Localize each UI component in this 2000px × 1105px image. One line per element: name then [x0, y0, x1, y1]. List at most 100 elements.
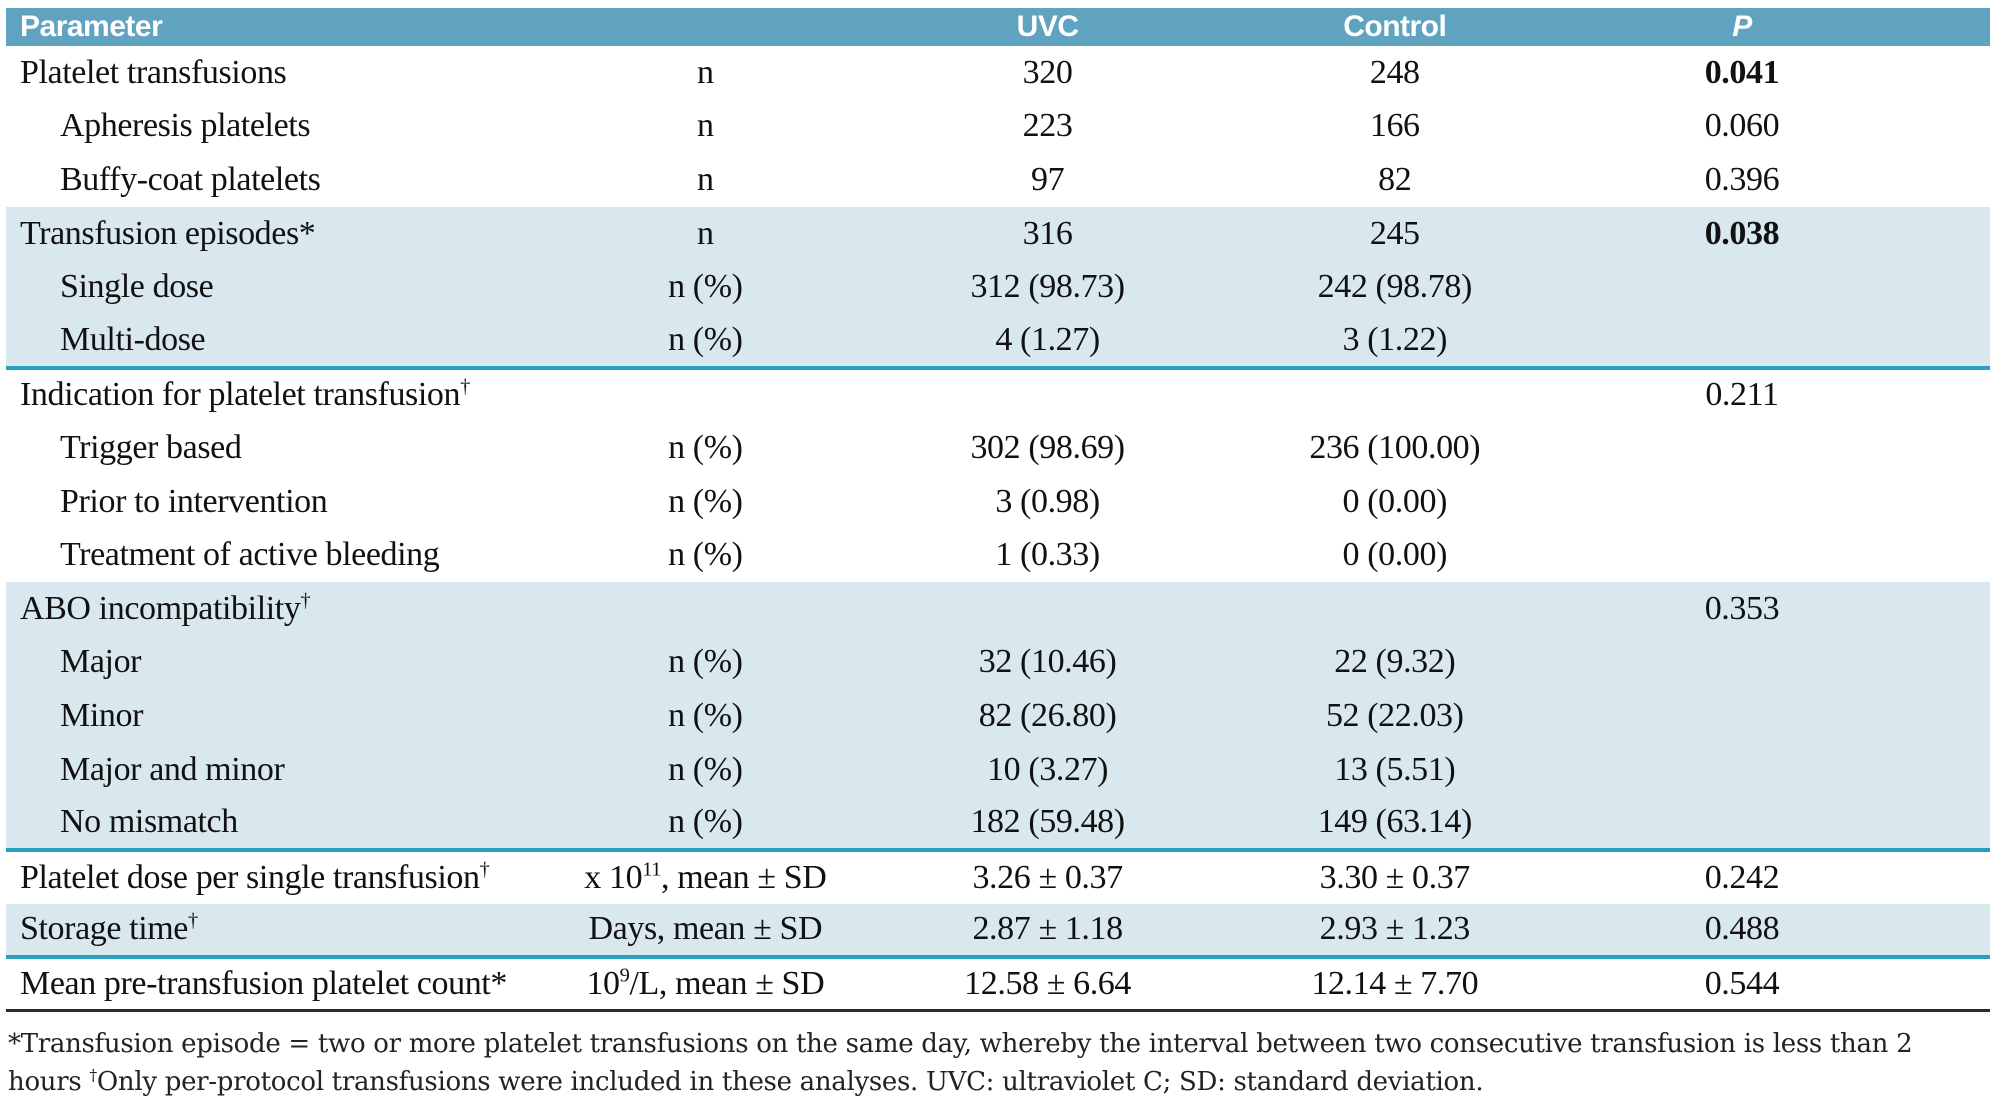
table-row: Minor n (%) 82 (26.80) 52 (22.03): [6, 689, 1990, 743]
parameter-cell: Buffy-coat platelets: [6, 153, 542, 207]
table-row: Indication for platelet transfusion† 0.21…: [6, 367, 1990, 422]
parameter-cell: Platelet dose per single transfusion†: [6, 850, 542, 904]
footnote-text-part1: *Transfusion episode = two or more plate…: [8, 1029, 1913, 1097]
parameter-cell: Treatment of active bleeding: [6, 528, 542, 582]
parameter-cell: Apheresis platelets: [6, 100, 542, 154]
spacer-cell: [1921, 207, 1990, 261]
parameter-label: Apheresis platelets: [60, 107, 311, 145]
dagger-mark: †: [460, 376, 470, 399]
parameter-cell: Indication for platelet transfusion†: [6, 368, 542, 422]
p-value-cell: 0.353: [1704, 589, 1780, 627]
control-value-cell: 3.30 ± 0.37: [1319, 858, 1471, 896]
p-value-cell: 0.488: [1563, 903, 1921, 960]
control-value-cell: 82: [1378, 160, 1412, 198]
uvc-value-cell: [869, 368, 1226, 422]
unit-text: n (%): [668, 482, 743, 520]
footnote-dagger-mark: †: [89, 1066, 97, 1085]
uvc-value-cell: 1 (0.33): [995, 536, 1100, 574]
parameter-label: Major and minor: [60, 750, 285, 788]
unit-text: n: [697, 107, 714, 145]
parameter-cell: Multi-dose: [6, 313, 542, 370]
uvc-value-cell: 223: [1022, 107, 1073, 145]
unit-cell: 109/L, mean ± SD: [542, 957, 869, 1011]
unit-cell: [542, 368, 869, 422]
column-header-parameter: Parameter: [20, 10, 163, 43]
unit-cell: n (%): [542, 528, 869, 582]
unit-superscript: 11: [642, 858, 662, 881]
p-value-cell: [1563, 796, 1921, 852]
control-value-cell: 0 (0.00): [1342, 536, 1448, 574]
spacer-cell: [1921, 475, 1990, 529]
table-footnote: *Transfusion episode = two or more plate…: [8, 1026, 1992, 1101]
spacer-cell: [1921, 743, 1990, 797]
parameter-label: Multi-dose: [60, 320, 206, 358]
unit-cell: n: [542, 46, 869, 100]
unit-cell: n: [542, 207, 869, 261]
parameter-label: Single dose: [60, 268, 214, 306]
transfusion-table: Parameter UVC Control P Platelet transfu…: [6, 8, 1990, 1013]
parameter-label: Indication for platelet transfusion: [20, 376, 461, 414]
unit-cell: n (%): [542, 260, 869, 314]
table-row: Trigger based n (%) 302 (98.69) 236 (100.00…: [6, 421, 1990, 475]
control-value-cell: 248: [1369, 53, 1420, 91]
p-value-cell: 0.211: [1705, 376, 1779, 414]
p-value-cell: [1563, 260, 1920, 314]
parameter-cell: Major: [6, 636, 542, 690]
table-row: Major and minor n (%) 10 (3.27) 13 (5.51): [6, 742, 1990, 797]
unit-cell: n: [542, 100, 869, 154]
control-value-cell: 3 (1.22): [1226, 313, 1564, 370]
unit-cell: n (%): [542, 743, 869, 797]
uvc-value-cell: 97: [1030, 160, 1065, 198]
column-header-spacer: [1921, 8, 1990, 46]
unit-text: , mean ± SD: [661, 858, 827, 896]
spacer-cell: [1921, 636, 1990, 690]
unit-text: n (%): [668, 696, 743, 734]
control-value-cell: 242 (98.78): [1317, 268, 1473, 306]
table-row: Major n (%) 32 (10.46) 22 (9.32): [6, 635, 1990, 690]
p-value-cell: [1563, 743, 1920, 797]
table-row: Platelet dose per single transfusion† x 1…: [6, 849, 1990, 904]
unit-cell: n: [542, 153, 869, 207]
uvc-value-cell: [869, 582, 1226, 636]
parameter-cell: Mean pre-transfusion platelet count*: [6, 957, 542, 1011]
p-value-cell: [1563, 636, 1920, 690]
spacer-cell: [1921, 689, 1990, 743]
table-row: ABO incompatibility† 0.353: [6, 581, 1990, 636]
unit-superscript: 9: [619, 964, 630, 987]
uvc-value-cell: 82 (26.80): [978, 696, 1117, 734]
unit-text: n (%): [668, 536, 743, 574]
parameter-label: Prior to intervention: [60, 482, 328, 520]
control-value-cell: 149 (63.14): [1226, 796, 1564, 852]
table-row: Buffy-coat platelets n 97 82 0.396: [6, 153, 1990, 207]
unit-cell: x 1011, mean ± SD: [542, 850, 869, 904]
parameter-cell: ABO incompatibility†: [6, 582, 542, 636]
parameter-cell: Major and minor: [6, 743, 542, 797]
parameter-label: Mean pre-transfusion platelet count*: [20, 965, 507, 1003]
parameter-label: Minor: [60, 696, 144, 734]
control-value-cell: 2.93 ± 1.23: [1226, 903, 1564, 960]
p-value-cell: 0.242: [1704, 858, 1780, 896]
unit-text: n (%): [668, 268, 743, 306]
unit-cell: n (%): [542, 421, 869, 475]
table-header: Parameter UVC Control P: [6, 8, 1990, 46]
parameter-label: Transfusion episodes*: [20, 214, 316, 252]
spacer-cell: [1920, 796, 1990, 852]
parameter-label: ABO incompatibility: [20, 589, 301, 627]
table-row: Apheresis platelets n 223 166 0.060: [6, 99, 1990, 154]
parameter-label: Treatment of active bleeding: [60, 536, 440, 574]
uvc-value-cell: 10 (3.27): [987, 750, 1109, 788]
uvc-value-cell: 32 (10.46): [978, 643, 1117, 681]
parameter-cell: Trigger based: [6, 421, 542, 475]
parameter-cell: No mismatch: [6, 796, 542, 852]
parameter-label: Platelet transfusions: [20, 53, 287, 91]
parameter-label: Storage time: [20, 910, 188, 948]
unit-text: x 10: [584, 858, 643, 896]
unit-text: 10: [586, 965, 620, 1003]
dagger-mark: †: [188, 909, 198, 932]
p-value-cell: 0.396: [1704, 160, 1780, 198]
parameter-cell: Storage time†: [6, 903, 542, 960]
unit-text: n: [697, 214, 714, 252]
table-row: Prior to intervention n (%) 3 (0.98) 0 (0.0…: [6, 474, 1990, 529]
table-row: Platelet transfusions n 320 248 0.041: [6, 46, 1990, 100]
p-value-cell: [1563, 689, 1920, 743]
